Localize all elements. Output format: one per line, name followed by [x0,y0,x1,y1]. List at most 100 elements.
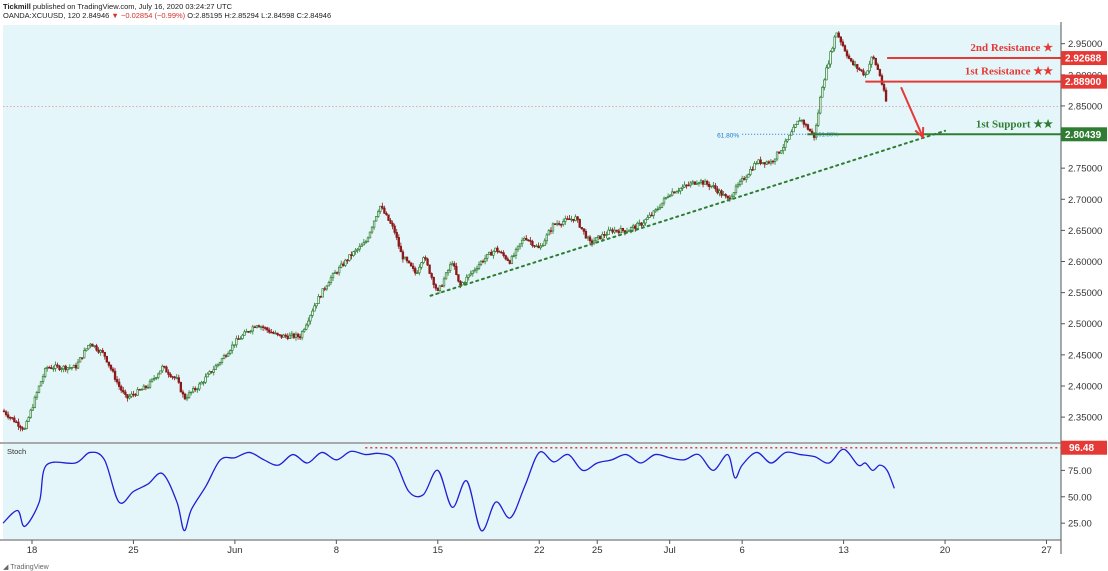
candle-body [2,410,6,413]
candle-body [208,371,211,375]
candle-body [122,389,125,393]
candle-body [547,230,551,236]
candle-body [761,162,764,165]
candle-body [202,381,205,384]
candle-body [385,212,388,216]
candle-body [751,169,754,171]
resistance-label: 2nd Resistance ★ [970,42,1053,54]
candle-body [570,218,573,221]
stoch-title: Stoch [7,447,26,456]
fib-extension-label: 161.80% [815,132,839,138]
candle-body [6,414,10,418]
candle-body [263,327,267,329]
candle-body [241,334,244,339]
candles [2,31,888,432]
candle-body [502,252,505,256]
price-chart[interactable]: 61.80% 161.80% 2nd Resistance ★ 1st Resista… [0,22,1108,567]
candle-body [101,350,104,353]
candle-body [708,184,711,188]
price-axis-tick-label: 2.50000 [1068,319,1102,330]
candle-body [72,364,76,368]
candle-body [539,245,542,249]
candle-body [679,187,682,192]
candle-body [311,310,314,316]
candle-body [407,260,411,264]
publisher-name: Tickmill [3,2,31,11]
candle-body [806,124,810,130]
candle-body [685,184,688,187]
candle-body [247,331,250,333]
candle-body [693,181,697,185]
candle-body [374,216,378,222]
candle-body [48,366,51,369]
candle-body [804,123,808,126]
candle-body [335,272,339,274]
candle-body [307,320,310,326]
candle-body [463,282,466,284]
ohlc-values: O:2.85195 H:2.85294 L:2.84598 C:2.84946 [187,11,332,20]
candle-body [523,237,526,241]
candle-body [167,371,170,375]
candle-body [89,343,92,346]
candle-body [231,344,234,351]
candle-body [810,130,814,134]
candle-body [695,183,699,185]
candle-body [393,225,396,233]
candle-body [360,244,363,247]
candle-body [95,345,98,351]
candle-body [681,186,684,189]
candle-body [687,184,690,187]
price-axis-tick-label: 2.75000 [1068,164,1102,175]
candle-body [459,280,462,286]
candle-body [788,134,791,140]
candle-body [584,230,588,239]
candle-body [181,391,185,395]
change-arrow-icon: ▼ [111,11,119,20]
candle-body [344,259,347,266]
candle-body [39,381,43,387]
candle-body [17,421,20,427]
stoch-pane[interactable]: Stoch [2,444,1061,539]
candle-body [187,392,191,399]
candle-body [874,57,877,66]
candle-body [284,334,287,337]
candle-body [691,181,694,184]
candle-body [808,129,812,132]
candle-body [839,36,842,43]
candle-body [377,211,380,217]
candle-body [325,285,328,290]
candle-body [759,159,762,165]
candle-body [13,417,16,423]
candle-body [689,182,692,186]
candle-body [179,382,183,393]
candle-body [457,274,460,282]
candle-body [488,251,491,255]
candle-body [483,257,487,262]
candle-body [331,273,335,279]
price-axis-tick-label: 2.85000 [1068,101,1102,112]
candle-body [444,272,448,280]
candle-body [884,89,888,102]
candle-body [300,331,304,339]
candle-body [851,60,855,65]
candle-body [518,243,522,247]
candle-body [827,63,830,69]
candle-body [418,266,421,274]
candle-body [243,331,246,336]
candle-body [68,367,71,369]
time-axis-tick-label: 13 [838,545,849,556]
candle-body [233,344,236,346]
candle-body [658,207,662,210]
candle-body [449,264,452,271]
candle-body [237,338,240,340]
candle-body [664,196,668,200]
candle-body [535,245,538,248]
candle-body [381,205,384,209]
candle-body [11,417,14,419]
candle-body [62,365,65,370]
main-pane[interactable]: 61.80% 161.80% 2nd Resistance ★ 1st Resista… [2,25,1061,442]
stoch-axis-tick-label: 25.00 [1068,519,1092,530]
time-axis-tick-label: 25 [128,545,139,556]
candle-body [574,216,577,221]
candle-body [426,258,429,266]
